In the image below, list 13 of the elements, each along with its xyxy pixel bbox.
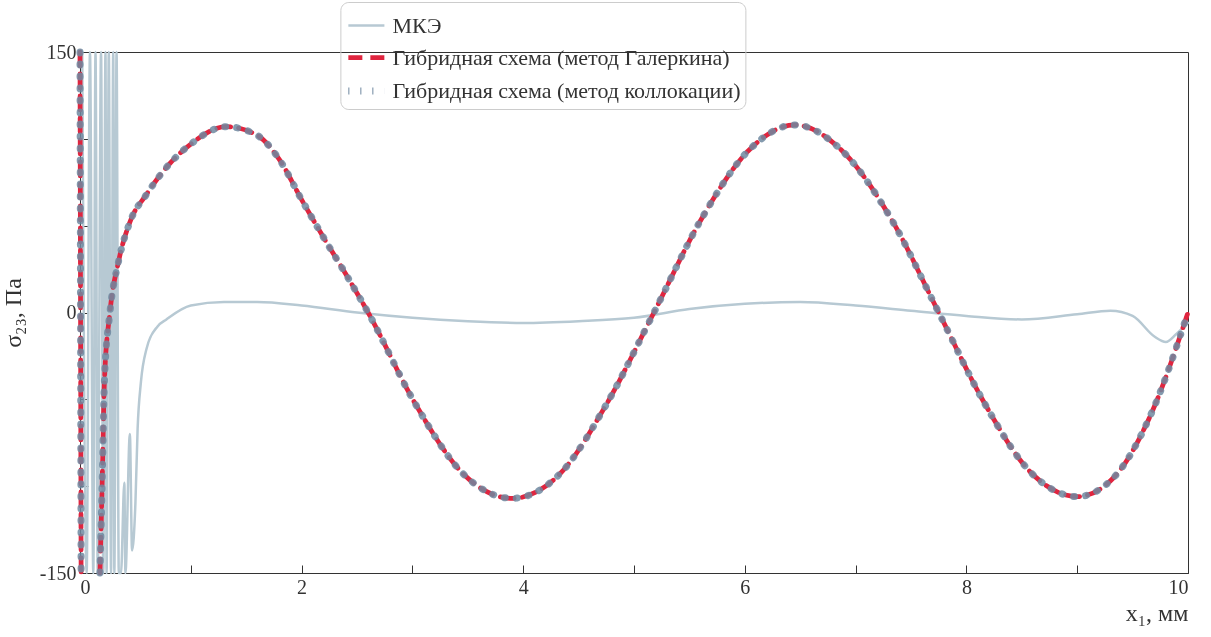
x-tick-label: 2 [297, 575, 308, 598]
y-tick-label: -150 [39, 561, 77, 584]
x-tick-label: 0 [80, 575, 91, 598]
y-tick-label: 0 [66, 301, 77, 323]
y-axis-title: σ₂₃, Па [0, 277, 26, 348]
legend-label: Гибридная схема (метод коллокации) [392, 78, 741, 103]
x-axis-title: x₁, мм [1125, 599, 1189, 626]
x-tick-label: 10 [1168, 575, 1189, 598]
x-tick-label: 4 [518, 575, 529, 598]
x-tick-label: 6 [740, 575, 751, 598]
y-tick-label: 150 [46, 40, 77, 63]
x-tick-label: 8 [961, 575, 972, 598]
legend-label: МКЭ [392, 12, 442, 38]
